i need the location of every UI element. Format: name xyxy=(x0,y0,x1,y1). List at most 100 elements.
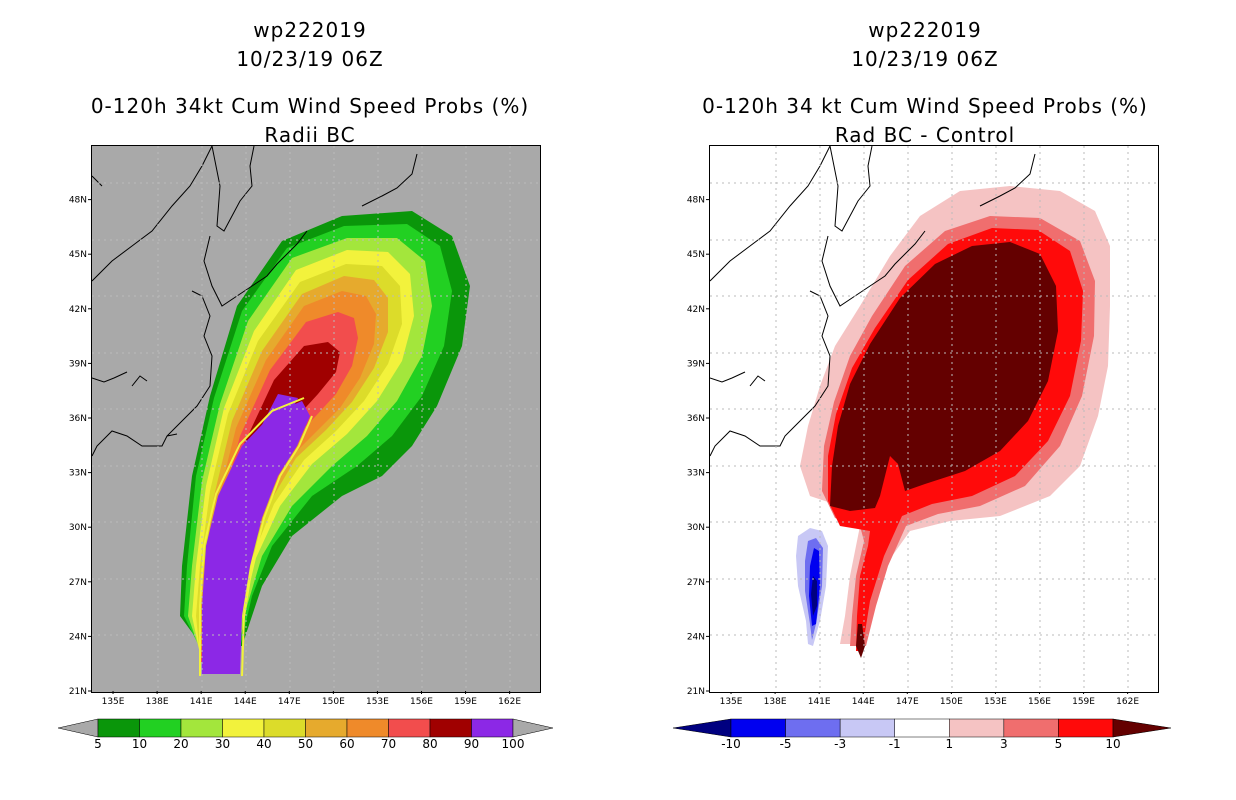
diff-10-core xyxy=(830,242,1058,511)
y-tick-label: 21N xyxy=(687,687,705,697)
colorbar-swatch xyxy=(471,718,514,738)
colorbar-level-label: 20 xyxy=(173,737,189,751)
y-tick-label: 24N xyxy=(687,632,705,642)
colorbar-swatch xyxy=(222,718,265,738)
left-gridlines xyxy=(92,146,540,692)
x-tick-label: 141E xyxy=(190,697,213,707)
right-gridlines xyxy=(710,146,1158,692)
y-tick-label: 33N xyxy=(69,469,87,479)
colorbar-level-label: 1 xyxy=(945,737,954,751)
colorbar-swatch xyxy=(305,718,348,738)
contour-100-envelope xyxy=(202,401,310,674)
y-tick-label: 27N xyxy=(687,578,705,588)
y-tick-label: 33N xyxy=(687,469,705,479)
left-coastlines xyxy=(92,146,418,457)
left-map-frame xyxy=(91,145,541,693)
y-tick-label: 48N xyxy=(687,196,705,206)
y-tick-label: 42N xyxy=(69,305,87,315)
colorbar-swatch xyxy=(346,718,389,738)
contour-100-edge-right xyxy=(241,415,313,677)
y-tick-label: 39N xyxy=(687,359,705,369)
colorbar-level-label: 5 xyxy=(94,737,102,751)
right-title-block: wp222019 10/23/19 06Z 0-120h 34 kt Cum W… xyxy=(645,16,1205,150)
right-contour-fills xyxy=(796,186,1110,658)
x-tick-label: 162E xyxy=(1116,697,1139,707)
x-tick-label: 144E xyxy=(234,697,257,707)
colorbar-swatch xyxy=(429,718,472,738)
y-tick-label: 45N xyxy=(687,250,705,260)
x-tick-label: 147E xyxy=(278,697,301,707)
left-colorbar-low-triangle xyxy=(58,718,99,738)
colorbar-swatch xyxy=(730,718,786,738)
x-tick-label: 138E xyxy=(764,697,787,707)
x-tick-label: 153E xyxy=(366,697,389,707)
colorbar-swatch xyxy=(949,718,1005,738)
x-tick-label: 156E xyxy=(1028,697,1051,707)
left-chart-subtitle: Radii BC xyxy=(264,123,356,147)
colorbar-level-label: -5 xyxy=(779,737,792,751)
colorbar-swatch xyxy=(1003,718,1059,738)
right-chart-subtitle: Rad BC - Control xyxy=(834,123,1016,147)
colorbar-swatch xyxy=(894,718,950,738)
x-tick-label: 153E xyxy=(984,697,1007,707)
y-tick-label: 42N xyxy=(687,305,705,315)
left-colorbar-high-triangle xyxy=(512,718,554,738)
x-tick-label: 135E xyxy=(102,697,125,707)
y-tick-label: 39N xyxy=(69,359,87,369)
left-contour-fills xyxy=(180,211,470,677)
contour-100-edge xyxy=(199,397,305,676)
left-title-block: wp222019 10/23/19 06Z 0-120h 34kt Cum Wi… xyxy=(30,16,590,150)
y-tick-label: 27N xyxy=(69,578,87,588)
x-tick-label: 150E xyxy=(322,697,345,707)
x-tick-label: 147E xyxy=(896,697,919,707)
colorbar-level-label: 50 xyxy=(297,737,314,751)
diff-neg-min xyxy=(811,576,817,616)
colorbar-swatch xyxy=(263,718,306,738)
y-tick-label: 36N xyxy=(687,414,705,424)
y-tick-label: 24N xyxy=(69,632,87,642)
left-datetime: 10/23/19 06Z xyxy=(236,47,384,71)
left-chart-title: 0-120h 34kt Cum Wind Speed Probs (%) xyxy=(90,94,530,118)
y-tick-label: 36N xyxy=(69,414,87,424)
y-tick-label: 48N xyxy=(69,196,87,206)
colorbar-swatch xyxy=(839,718,895,738)
colorbar-level-label: 5 xyxy=(1054,737,1063,751)
right-colorbar xyxy=(673,718,1172,738)
y-tick-label: 21N xyxy=(69,687,87,697)
colorbar-swatch xyxy=(97,718,140,738)
right-colorbar-high-triangle xyxy=(1112,718,1172,738)
colorbar-swatch xyxy=(785,718,841,738)
right-map-plot xyxy=(710,146,1158,692)
x-tick-label: 150E xyxy=(940,697,963,707)
x-tick-label: 162E xyxy=(498,697,521,707)
colorbar-level-label: 10 xyxy=(131,737,148,751)
colorbar-level-label: -3 xyxy=(834,737,847,751)
x-tick-label: 144E xyxy=(852,697,875,707)
colorbar-level-label: 40 xyxy=(256,737,272,751)
colorbar-swatch xyxy=(1058,718,1114,738)
colorbar-level-label: 30 xyxy=(214,737,231,751)
right-chart-title: 0-120h 34 kt Cum Wind Speed Probs (%) xyxy=(702,94,1148,118)
y-tick-label: 30N xyxy=(69,523,87,533)
right-map-frame xyxy=(709,145,1159,693)
x-tick-label: 141E xyxy=(808,697,831,707)
right-datetime: 10/23/19 06Z xyxy=(851,47,999,71)
left-storm-id: wp222019 xyxy=(253,18,367,42)
left-colorbar xyxy=(58,718,554,738)
colorbar-level-label: 3 xyxy=(1000,737,1008,751)
right-storm-id: wp222019 xyxy=(868,18,982,42)
right-coastlines xyxy=(710,146,1036,457)
x-tick-label: 156E xyxy=(410,697,433,707)
y-tick-label: 45N xyxy=(69,250,87,260)
x-tick-label: 138E xyxy=(146,697,169,707)
colorbar-level-label: -10 xyxy=(721,737,741,751)
colorbar-level-label: 60 xyxy=(339,737,355,751)
colorbar-level-label: 70 xyxy=(380,737,397,751)
right-colorbar-low-triangle xyxy=(673,718,732,738)
colorbar-level-label: 10 xyxy=(1105,737,1121,751)
x-tick-label: 159E xyxy=(454,697,477,707)
x-tick-label: 135E xyxy=(720,697,743,707)
colorbar-level-label: 90 xyxy=(463,737,480,751)
colorbar-swatch xyxy=(388,718,431,738)
colorbar-level-label: 100 xyxy=(501,737,525,751)
